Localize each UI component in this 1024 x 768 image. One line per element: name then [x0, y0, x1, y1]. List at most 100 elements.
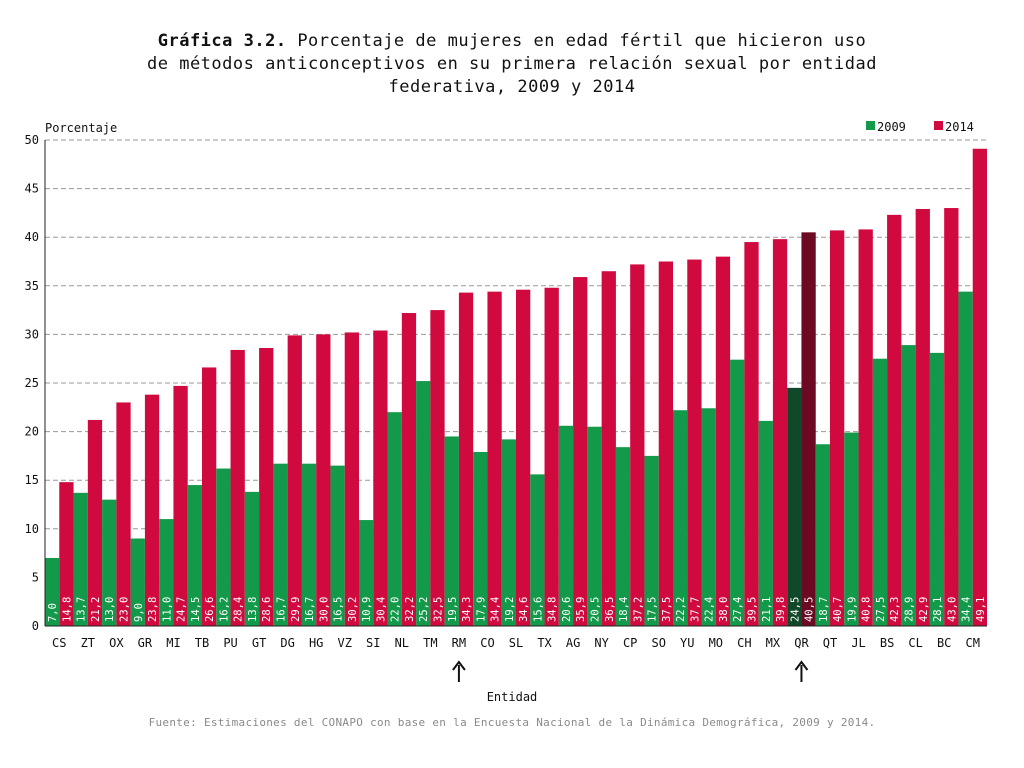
data-label-2009-zt: 13,7: [76, 597, 88, 622]
data-label-2014-cl: 42,9: [918, 597, 930, 622]
arrow-head-icon: [794, 660, 809, 671]
y-tick-label: 5: [32, 570, 39, 584]
bar-2014-nl: [401, 313, 417, 626]
data-label-2014-rm: 34,3: [461, 597, 473, 622]
data-label-2009-qt: 18,7: [818, 597, 830, 622]
data-label-2009-nl: 22,0: [390, 597, 402, 622]
bar-2014-sl: [516, 289, 531, 626]
data-label-2014-cm: 49,1: [975, 597, 987, 622]
data-label-2014-so: 37,5: [661, 597, 673, 622]
x-tick-label-vz: VZ: [338, 636, 352, 650]
data-label-2009-ox: 13,0: [104, 597, 116, 622]
data-label-2014-bs: 42,3: [889, 597, 901, 622]
data-label-2009-hg: 16,7: [304, 597, 316, 622]
bar-2009-tb: [187, 485, 202, 626]
data-label-2009-cl: 28,9: [904, 597, 916, 622]
bar-2009-zt: [73, 492, 88, 626]
bar-2014-gt: [259, 348, 274, 626]
bar-2014-bc: [944, 208, 959, 627]
bar-2014-so: [658, 261, 673, 626]
data-label-2009-jl: 19,9: [846, 597, 858, 622]
x-tick-label-cs: CS: [52, 636, 66, 650]
bar-2014-tx: [544, 287, 559, 626]
x-tick-label-qt: QT: [823, 636, 837, 650]
data-label-2009-vz: 16,5: [333, 597, 345, 622]
data-labels: 7,0 14,8 13,7 21,2 13,0 23,0 9,0 23,8 11,0 24,7 14…: [47, 597, 987, 622]
chart-title-bold: Gráfica 3.2.: [157, 31, 287, 51]
bar-2014-cs: [59, 482, 74, 626]
bar-2009-si: [359, 520, 374, 626]
chart-title: Gráfica 3.2. Porcentaje de mujeres en ed…: [0, 30, 1024, 99]
x-tick-label-jl: JL: [851, 636, 865, 650]
data-label-2014-bc: 43,0: [946, 597, 958, 622]
bar-2014-cl: [915, 209, 930, 626]
x-tick-label-mi: MI: [166, 636, 180, 650]
data-label-2009-qr: 24,5: [789, 597, 801, 622]
data-label-2009-cp: 18,4: [618, 597, 630, 622]
y-tick-label: 10: [25, 522, 39, 536]
data-label-2009-yu: 22,2: [675, 597, 687, 622]
bar-2009-gr: [130, 538, 145, 626]
data-label-2009-mi: 11,0: [161, 597, 173, 622]
bar-2009-tm: [416, 381, 431, 626]
bar-2014-cp: [630, 264, 645, 626]
bar-2009-vz: [330, 465, 345, 626]
bar-2009-yu: [673, 410, 688, 626]
data-label-2014-zt: 21,2: [90, 597, 102, 622]
bar-2014-cm: [972, 148, 987, 627]
data-label-2014-si: 30,4: [375, 597, 387, 622]
bar-2009-dg: [273, 463, 288, 626]
bar-2009-so: [644, 455, 659, 626]
bar-2014-pu: [230, 349, 245, 626]
bars: [45, 148, 987, 627]
data-label-2009-co: 17,9: [475, 597, 487, 622]
bar-2009-pu: [216, 468, 231, 626]
bar-2009-gt: [244, 491, 260, 626]
legend-swatch-2014: [934, 121, 943, 130]
x-tick-label-ny: NY: [594, 636, 609, 650]
data-label-2014-mo: 38,0: [718, 597, 730, 622]
data-label-2009-ny: 20,5: [590, 597, 602, 622]
data-label-2014-qr: 40,5: [804, 597, 816, 622]
bar-2014-vz: [344, 332, 359, 626]
x-tick-label-ox: OX: [109, 636, 124, 650]
x-tick-label-sl: SL: [509, 636, 523, 650]
x-tick-label-mo: MO: [709, 636, 723, 650]
x-tick-label-ag: AG: [566, 636, 580, 650]
y-tick-label: 25: [25, 376, 39, 390]
x-tick-label-rm: RM: [452, 636, 466, 650]
data-label-2009-ch: 27,4: [732, 597, 744, 622]
data-label-2009-mo: 22,4: [704, 597, 716, 622]
bar-2009-ox: [102, 499, 117, 626]
data-label-2014-ch: 39,5: [747, 597, 759, 622]
x-axis: CS ZT OX GR MI TB PU GT DG HG VZ SI NL TM RM CO SL TX AG NY…: [52, 636, 980, 650]
bar-2009-cl: [901, 345, 916, 626]
bar-2009-sl: [501, 439, 516, 626]
x-tick-label-hg: HG: [309, 636, 323, 650]
source-note: Fuente: Estimaciones del CONAPO con base…: [148, 716, 876, 729]
bar-2009-co: [473, 452, 488, 626]
data-label-2009-tm: 25,2: [418, 597, 430, 622]
y-tick-label: 0: [32, 619, 39, 633]
bar-2014-gr: [144, 394, 160, 626]
bar-2009-ny: [587, 426, 602, 626]
data-label-2009-ag: 20,6: [561, 597, 573, 622]
arrow-head-icon: [452, 660, 466, 671]
data-label-2009-tx: 15,6: [532, 597, 544, 622]
bar-2009-hg: [301, 463, 317, 626]
data-label-2014-jl: 40,8: [861, 597, 873, 622]
data-label-2014-co: 34,4: [490, 597, 502, 622]
x-tick-label-ch: CH: [737, 636, 751, 650]
data-label-2014-gt: 28,6: [261, 597, 273, 622]
bar-2014-tb: [202, 367, 217, 626]
bar-2009-cm: [958, 291, 973, 626]
data-label-2009-dg: 16,7: [276, 597, 288, 622]
bar-2014-bs: [887, 214, 902, 626]
data-label-2014-gr: 23,8: [147, 597, 159, 622]
y-tick-label: 45: [25, 182, 39, 196]
bar-2009-nl: [387, 412, 402, 626]
data-label-2014-nl: 32,2: [404, 597, 416, 622]
bar-2014-si: [373, 330, 388, 626]
y-axis-title: Porcentaje: [45, 121, 117, 135]
